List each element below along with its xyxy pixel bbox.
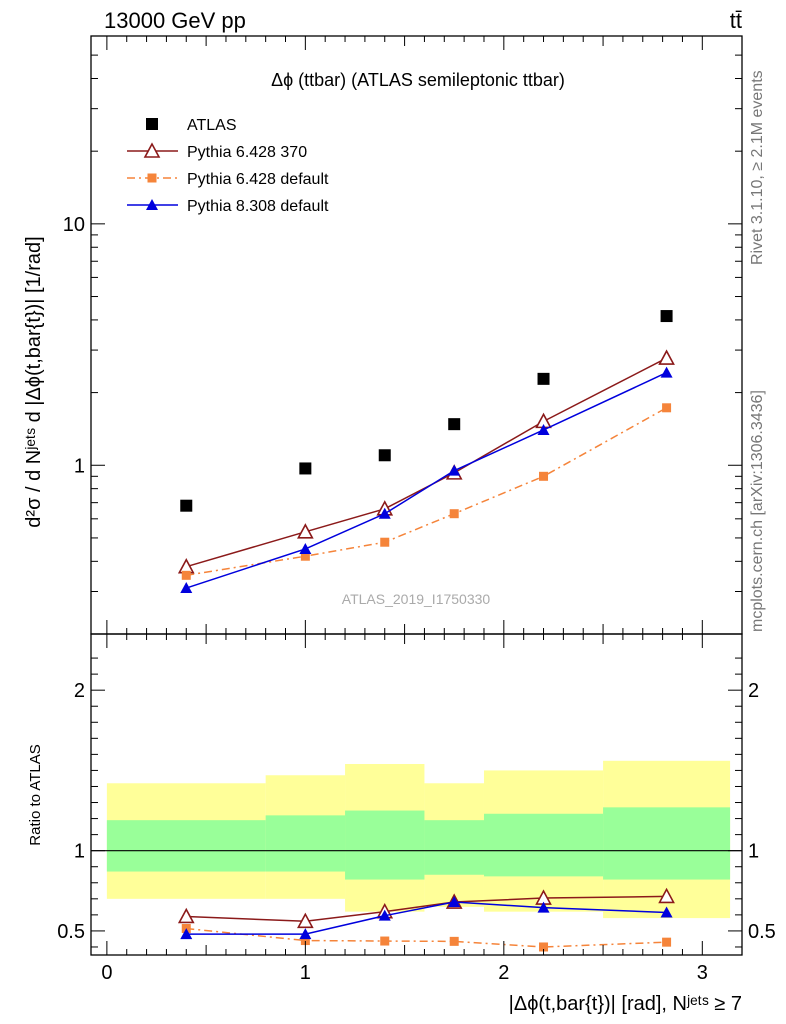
data-point <box>380 537 390 547</box>
watermark: ATLAS_2019_I1750330 <box>342 591 491 607</box>
rivet-label: Rivet 3.1.10, ≥ 2.1M events <box>749 70 766 265</box>
uncertainty-band-green <box>345 810 425 880</box>
legend-marker <box>146 199 158 210</box>
x-tick-label: 1 <box>300 962 311 984</box>
data-point <box>177 558 195 574</box>
data-point <box>449 509 459 519</box>
ratio-point <box>448 896 461 908</box>
data-point <box>378 507 391 519</box>
x-tick-label: 2 <box>498 962 509 984</box>
ratio-y-tick-label-right: 2 <box>748 680 759 702</box>
ratio-line-0 <box>186 895 667 923</box>
data-point <box>539 471 549 481</box>
data-point <box>448 464 461 476</box>
x-tick-label: 0 <box>101 962 112 984</box>
legend: ATLAS Pythia 6.428 370 Pythia 6.428 defaul… <box>127 117 329 215</box>
series-line-3 <box>186 371 667 589</box>
data-point <box>180 499 193 512</box>
data-point <box>300 551 310 561</box>
legend-label: Pythia 6.428 370 <box>187 144 307 161</box>
data-point <box>378 449 391 462</box>
ratio-point <box>180 928 193 940</box>
ratio-series <box>177 887 675 952</box>
ratio-plot: 0.5 0.5 1 1 2 2 0 1 2 3 <box>57 633 776 984</box>
uncertainty-band-green <box>106 820 266 872</box>
data-point <box>299 462 312 475</box>
ratio-point <box>539 942 549 952</box>
header-left: 13000 GeV pp <box>104 8 246 33</box>
ratio-frame <box>90 633 743 956</box>
main-title: Δϕ (ttbar) (ATLAS semileptonic ttbar) <box>271 70 565 90</box>
ratio-y-axis-label: Ratio to ATLAS <box>27 744 44 845</box>
ratio-y-tick-label-left: 1 <box>74 841 85 863</box>
ratio-y-tick-label-right: 0.5 <box>748 921 776 943</box>
ratio-y-tick-label-left: 0.5 <box>57 921 85 943</box>
data-point <box>448 418 461 431</box>
data-point <box>297 523 314 539</box>
ratio-point <box>300 936 310 946</box>
ratio-point <box>380 936 390 946</box>
main-plot: 1 10 <box>63 35 743 635</box>
ratio-y-tick-label-right: 1 <box>748 841 759 863</box>
ratio-point <box>177 907 195 924</box>
ratio-line-2 <box>186 901 667 935</box>
legend-label: Pythia 6.428 default <box>187 171 329 188</box>
x-axis-label: |Δϕ(t,bar{t})| [rad], Nʲᵉᵗˢ ≥ 7 <box>509 993 742 1015</box>
uncertainty-band-green <box>483 813 604 877</box>
data-point <box>662 403 672 413</box>
data-point <box>658 349 675 365</box>
header-right: tt̄ <box>730 8 742 33</box>
ratio-point <box>662 937 672 947</box>
data-point <box>180 582 193 594</box>
series-line-2 <box>186 407 667 577</box>
uncertainty-band-green <box>424 820 484 875</box>
mcplots-label: mcplots.cern.ch [arXiv:1306.3436] <box>749 390 766 632</box>
ratio-point <box>537 901 550 913</box>
ratio-line-1 <box>186 927 667 948</box>
ratio-point <box>297 912 314 929</box>
data-point <box>181 570 191 580</box>
data-point <box>660 310 673 323</box>
data-point <box>299 542 312 554</box>
ratio-point <box>660 906 673 918</box>
data-point <box>660 366 673 378</box>
legend-marker <box>147 173 157 183</box>
y-tick-label: 1 <box>74 455 85 477</box>
ratio-point <box>378 909 391 921</box>
ratio-point <box>449 936 459 946</box>
uncertainty-band-green <box>603 807 731 880</box>
legend-label: Pythia 8.308 default <box>187 198 329 215</box>
uncertainty-band-green <box>265 815 346 872</box>
ratio-point <box>658 887 675 904</box>
legend-marker <box>143 142 161 158</box>
x-tick-label: 3 <box>697 962 708 984</box>
series-line-1 <box>186 357 667 568</box>
main-y-axis-label: d²σ / d Nʲᵉᵗˢ d |Δϕ(t,bar{t})| [1/rad] <box>23 236 45 527</box>
ratio-y-tick-label-left: 2 <box>74 680 85 702</box>
legend-marker <box>146 118 158 130</box>
y-tick-label: 10 <box>63 214 85 236</box>
ratio-point <box>299 928 312 940</box>
legend-label: ATLAS <box>187 117 237 134</box>
data-point <box>537 423 550 435</box>
data-point <box>537 372 550 385</box>
